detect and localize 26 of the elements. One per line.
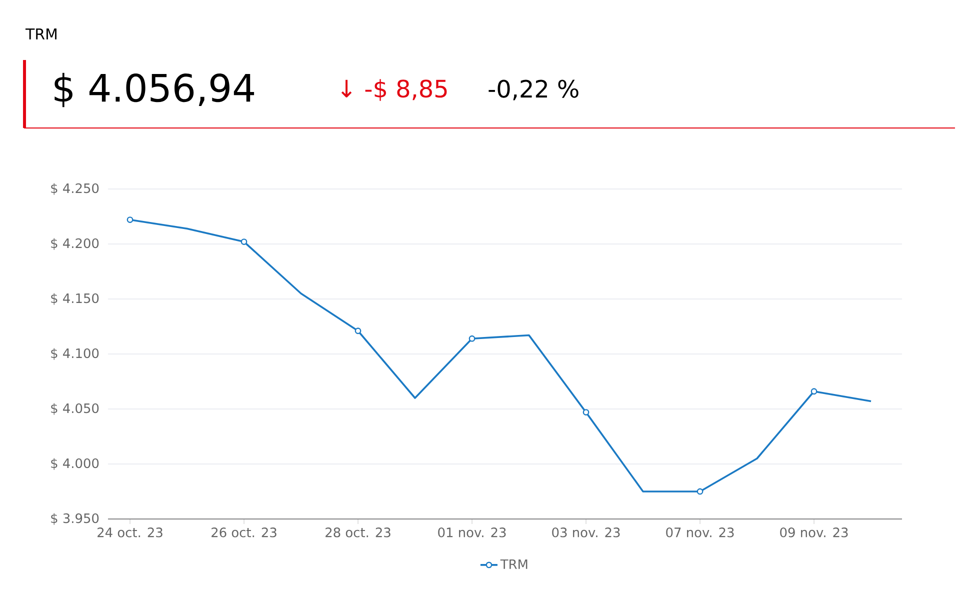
point: [468, 335, 476, 342]
point: [240, 238, 248, 245]
y-tick-label: $ 4.200: [51, 238, 99, 250]
x-tick-label: 09 nov. 23: [780, 528, 848, 538]
y-tick-label: $ 4.050: [51, 403, 99, 415]
text: $ 4.056,94: [54, 72, 254, 108]
point: [354, 328, 362, 334]
y-tick-label: $ 4.100: [51, 348, 99, 360]
text: ↓ -$ 8,85: [341, 79, 447, 101]
chart-title: TRM: [25, 28, 56, 40]
y-tick-label: $ 4.150: [51, 293, 99, 305]
point: [696, 488, 704, 495]
point: [582, 409, 590, 416]
x-tick-label: 01 nov. 23: [438, 528, 506, 538]
x-tick-label: 26 oct. 23: [212, 528, 276, 538]
x-tick-label: 24 oct. 23: [98, 528, 162, 538]
y-tick-label: $ 4.250: [51, 183, 99, 195]
x-tick-label: 28 oct. 23: [326, 528, 390, 538]
y-tick-label: $ 4.000: [51, 458, 99, 470]
point: [126, 216, 134, 223]
x-tick-label: 07 nov. 23: [666, 528, 734, 538]
legend-label: TRM: [500, 559, 528, 569]
text: -0,22 %: [488, 80, 578, 100]
point: [810, 388, 818, 395]
x-tick-label: 03 nov. 23: [552, 528, 620, 538]
y-tick-label: $ 3.950: [51, 513, 99, 525]
